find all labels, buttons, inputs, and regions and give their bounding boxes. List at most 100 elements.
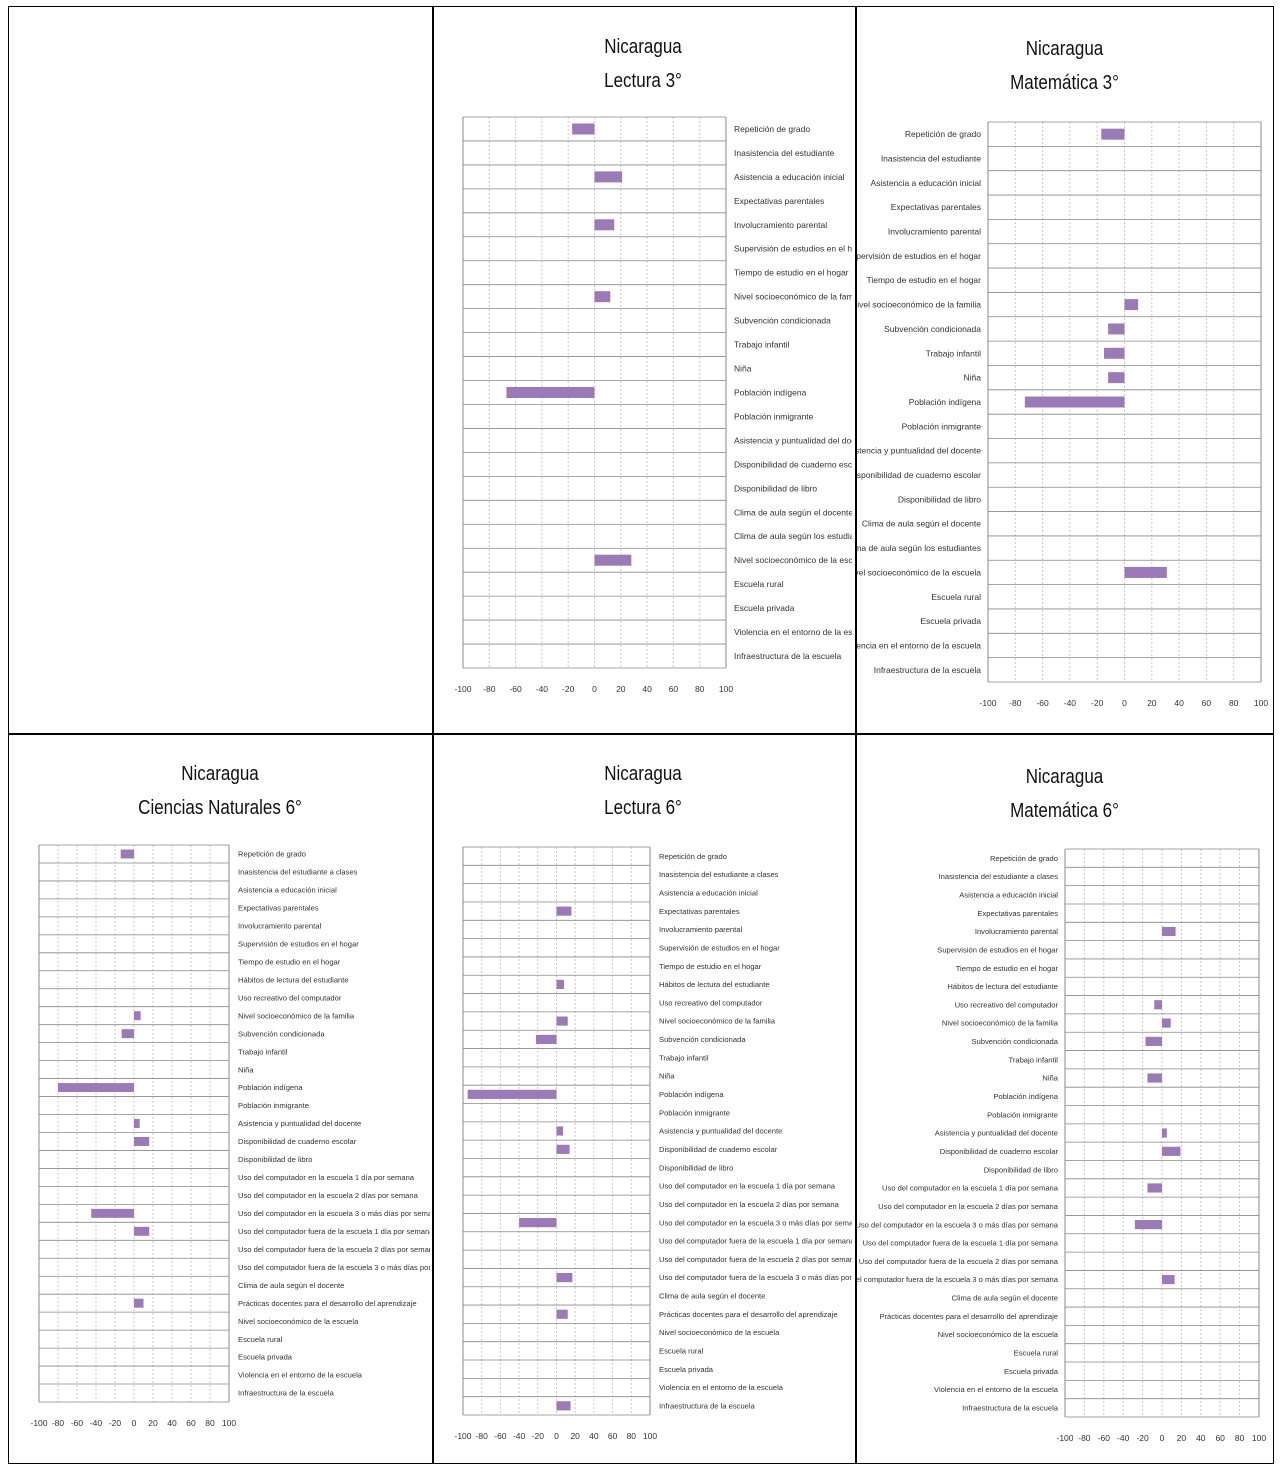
category-label: Involucramiento parental <box>734 220 827 230</box>
bar <box>91 1208 134 1218</box>
category-label: Escuela privada <box>659 1365 714 1374</box>
category-label: Clima de aula según el docente <box>952 1294 1058 1303</box>
table-divider-vertical-right <box>855 7 857 1463</box>
category-label: Niña <box>734 364 752 374</box>
chart-panel-lectura-6: Nicaragua Lectura 6° Repetición de grado… <box>434 735 852 1463</box>
category-label: Nivel socioeconómico de la familia <box>238 1011 355 1020</box>
bar <box>1108 323 1125 335</box>
category-label: Subvención condicionada <box>659 1035 746 1044</box>
category-label: Supervisión de estudios en el hogar <box>734 244 852 254</box>
bar <box>556 979 564 989</box>
category-label: Expectativas parentales <box>659 907 740 916</box>
tick-label: 20 <box>570 1431 580 1441</box>
category-label: Uso del computador en la escuela 1 día p… <box>238 1173 415 1182</box>
category-label: Violencia en el entorno de la escuela <box>659 1383 784 1392</box>
category-label: Violencia en el entorno de la escuela <box>238 1371 363 1380</box>
category-label: Supervisión de estudios en el hogar <box>659 943 780 952</box>
category-label: Expectativas parentales <box>238 904 319 913</box>
category-label: Trabajo infantil <box>238 1047 288 1056</box>
bar <box>1162 1128 1167 1138</box>
category-label: Hábitos de lectura del estudiante <box>947 982 1058 991</box>
tick-label: -40 <box>1117 1433 1130 1443</box>
bar <box>594 554 632 566</box>
bar <box>1147 1073 1162 1083</box>
tick-label: 60 <box>1202 698 1212 708</box>
category-label: Violencia en el entorno de la escuela <box>934 1385 1059 1394</box>
bar <box>121 1029 134 1039</box>
chart-subtitle: Lectura 6° <box>604 797 682 819</box>
category-label: Tiempo de estudio en el hogar <box>866 275 981 285</box>
empty-panel-top-left <box>10 8 430 732</box>
category-label: Escuela rural <box>238 1335 283 1344</box>
bar <box>120 849 134 859</box>
category-label: Uso del computador fuera de la escuela 1… <box>238 1227 430 1236</box>
category-label: Supervisión de estudios en el hogar <box>857 251 981 261</box>
category-label: Uso del computador en la escuela 1 día p… <box>659 1182 836 1191</box>
chart-title: Nicaragua <box>1025 38 1104 60</box>
tick-label: -100 <box>979 698 996 708</box>
category-label: Uso del computador fuera de la escuela 2… <box>238 1245 430 1254</box>
category-label: Asistencia y puntualidad del docente <box>734 435 852 445</box>
category-label: Uso recreativo del computador <box>659 998 763 1007</box>
category-label: Población inmigrante <box>902 421 982 431</box>
category-label: Disponibilidad de libro <box>734 483 817 493</box>
table-divider-horizontal <box>9 733 1273 735</box>
category-label: Población inmigrante <box>987 1110 1058 1119</box>
bar-chart-lectura-3: Repetición de grado Inasistencia del estu… <box>454 116 852 694</box>
category-label: Involucramiento parental <box>888 227 981 237</box>
bar <box>1124 566 1167 578</box>
category-label: Repetición de grado <box>238 850 306 859</box>
tick-label: -60 <box>494 1431 507 1441</box>
tick-label: -80 <box>52 1418 65 1428</box>
tick-label: -20 <box>1091 698 1104 708</box>
category-label: Uso del computador fuera de la escuela 3… <box>857 1275 1059 1284</box>
category-label: Inasistencia del estudiante a clases <box>939 872 1059 881</box>
category-label: Nivel socioeconómico de la familia <box>857 300 981 310</box>
bar <box>1145 1036 1162 1046</box>
category-label: Expectativas parentales <box>977 909 1058 918</box>
category-label: Disponibilidad de libro <box>238 1155 312 1164</box>
category-label: Asistencia y puntualidad del docente <box>238 1119 361 1128</box>
tick-label: 60 <box>186 1418 196 1428</box>
category-label: Disponibilidad de cuaderno escolar <box>940 1147 1059 1156</box>
category-label: Uso del computador en la escuela 3 o más… <box>659 1218 852 1227</box>
category-label: Inasistencia del estudiante a clases <box>238 868 358 877</box>
tick-label: 100 <box>643 1431 657 1441</box>
tick-label: 20 <box>616 684 626 694</box>
chart-panel-matematica-3: Nicaragua Matemática 3° Repetición de gr… <box>857 8 1272 732</box>
category-label: Niña <box>238 1065 254 1074</box>
bar <box>594 219 615 231</box>
bar <box>467 1089 557 1099</box>
tick-label: 0 <box>554 1431 559 1441</box>
category-label: Clima de aula según el docente <box>659 1292 765 1301</box>
bar <box>556 1126 564 1136</box>
bar <box>1162 926 1176 937</box>
bar <box>1101 128 1125 140</box>
category-label: Repetición de grado <box>659 852 727 861</box>
category-label: Violencia en el entorno de la escuela <box>734 627 852 637</box>
bar <box>134 1298 144 1308</box>
chart-title: Nicaragua <box>181 763 259 785</box>
category-label: Uso recreativo del computador <box>955 1000 1059 1009</box>
category-label: Subvención condicionada <box>238 1029 325 1038</box>
tick-label: -20 <box>1136 1433 1149 1443</box>
tick-label: -80 <box>483 684 496 694</box>
bar <box>572 123 595 135</box>
category-label: Nivel socioeconómico de la familia <box>734 292 852 302</box>
tick-label: 100 <box>719 684 733 694</box>
category-label: Clima de aula según el docente <box>734 507 852 517</box>
tick-label: -80 <box>476 1431 489 1441</box>
category-label: Asistencia a educación inicial <box>734 172 845 182</box>
category-label: Tiempo de estudio en el hogar <box>238 957 341 966</box>
category-label: Uso del computador fuera de la escuela 3… <box>238 1263 430 1272</box>
category-label: Supervisión de estudios en el hogar <box>238 939 359 948</box>
category-label: Uso del computador en la escuela 3 o más… <box>238 1209 430 1218</box>
category-label: Nivel socioeconómico de la escuela <box>238 1317 359 1326</box>
bar <box>556 1309 568 1319</box>
chart-title: Nicaragua <box>1025 766 1104 788</box>
category-label: Escuela privada <box>921 616 982 626</box>
tick-label: -20 <box>562 684 575 694</box>
table-divider-vertical-left <box>432 7 434 1463</box>
category-label: Prácticas docentes para el desarrollo de… <box>659 1310 838 1319</box>
category-label: Escuela privada <box>238 1353 293 1362</box>
